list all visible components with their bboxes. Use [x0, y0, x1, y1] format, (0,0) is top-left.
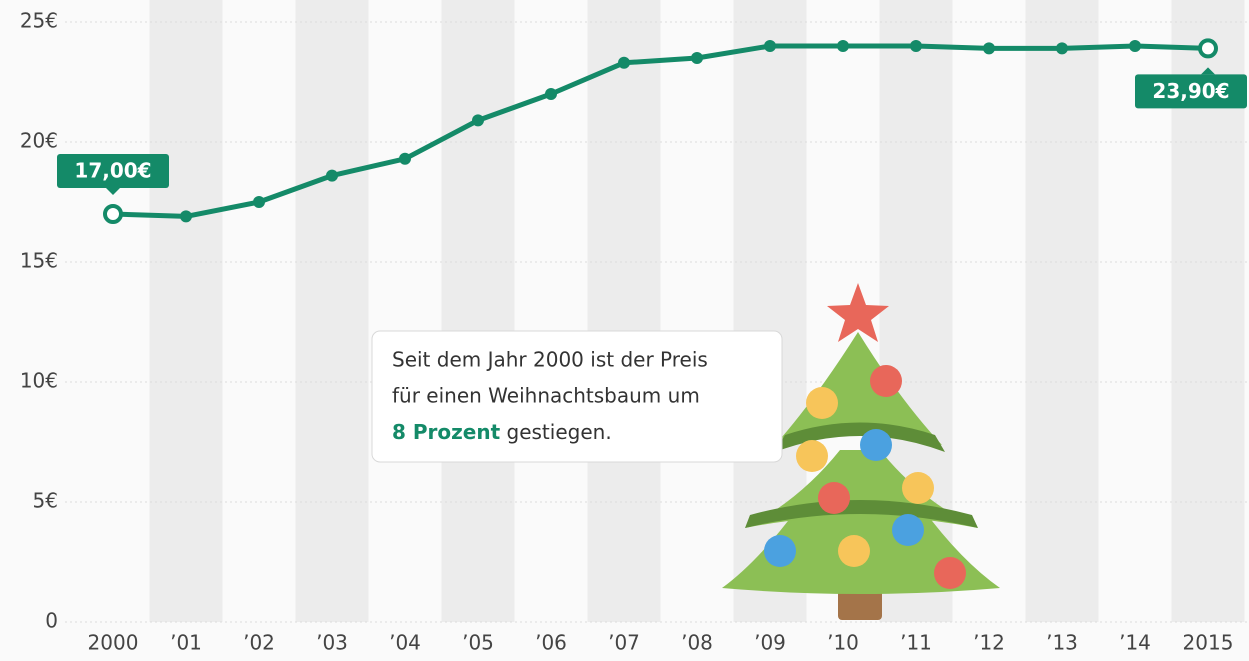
column-band [296, 0, 369, 622]
annotation-line: für einen Weihnachtsbaum um [392, 384, 700, 408]
annotation-highlight: 8 Prozent [392, 420, 501, 444]
point [691, 52, 703, 64]
x-tick-label: ’04 [389, 631, 421, 655]
y-tick-label: 0 [45, 609, 58, 633]
x-tick-label: ’05 [462, 631, 494, 655]
column-band [1026, 0, 1099, 622]
point [253, 196, 265, 208]
ornament [860, 429, 892, 461]
x-tick-label: ’08 [681, 631, 713, 655]
value-label: 17,00€ [74, 159, 151, 183]
annotation-line: Seit dem Jahr 2000 ist der Preis [392, 348, 708, 372]
ornament [796, 440, 828, 472]
x-tick-label: ’01 [170, 631, 202, 655]
point [764, 40, 776, 52]
y-tick-label: 15€ [20, 249, 58, 273]
column-band [588, 0, 661, 622]
point [618, 57, 630, 69]
x-tick-label: ’10 [827, 631, 859, 655]
ornament [818, 482, 850, 514]
column-band [442, 0, 515, 622]
y-tick-label: 20€ [20, 129, 58, 153]
point [105, 206, 121, 222]
column-band [150, 0, 223, 622]
x-tick-label: ’14 [1119, 631, 1151, 655]
x-tick-label: ’07 [608, 631, 640, 655]
annotation-end: gestiegen. [507, 420, 612, 444]
point [1056, 42, 1068, 54]
ornament [764, 535, 796, 567]
x-tick-label: ’12 [973, 631, 1005, 655]
ornament [934, 557, 966, 589]
x-tick-label: ’09 [754, 631, 786, 655]
y-tick-label: 10€ [20, 369, 58, 393]
chart: Seit dem Jahr 2000 ist der Preis für ein… [0, 0, 1249, 661]
point [326, 170, 338, 182]
point [1200, 40, 1216, 56]
point [910, 40, 922, 52]
point [983, 42, 995, 54]
x-tick-label: ’13 [1046, 631, 1078, 655]
ornament [902, 472, 934, 504]
x-tick-label: 2015 [1183, 631, 1234, 655]
y-tick-label: 25€ [20, 9, 58, 33]
ornament [838, 535, 870, 567]
annotation-line: 8 Prozent gestiegen. [392, 420, 612, 444]
x-tick-label: ’02 [243, 631, 275, 655]
x-tick-label: ’03 [316, 631, 348, 655]
point [399, 153, 411, 165]
annotation: Seit dem Jahr 2000 ist der Preis für ein… [372, 331, 782, 462]
point [837, 40, 849, 52]
point [545, 88, 557, 100]
y-tick-label: 5€ [33, 489, 58, 513]
point [472, 114, 484, 126]
value-label: 23,90€ [1152, 79, 1229, 103]
x-tick-label: ’06 [535, 631, 567, 655]
point [180, 210, 192, 222]
x-tick-label: 2000 [88, 631, 139, 655]
ornament [892, 514, 924, 546]
x-tick-label: ’11 [900, 631, 932, 655]
ornament [806, 387, 838, 419]
ornament [870, 365, 902, 397]
point [1129, 40, 1141, 52]
